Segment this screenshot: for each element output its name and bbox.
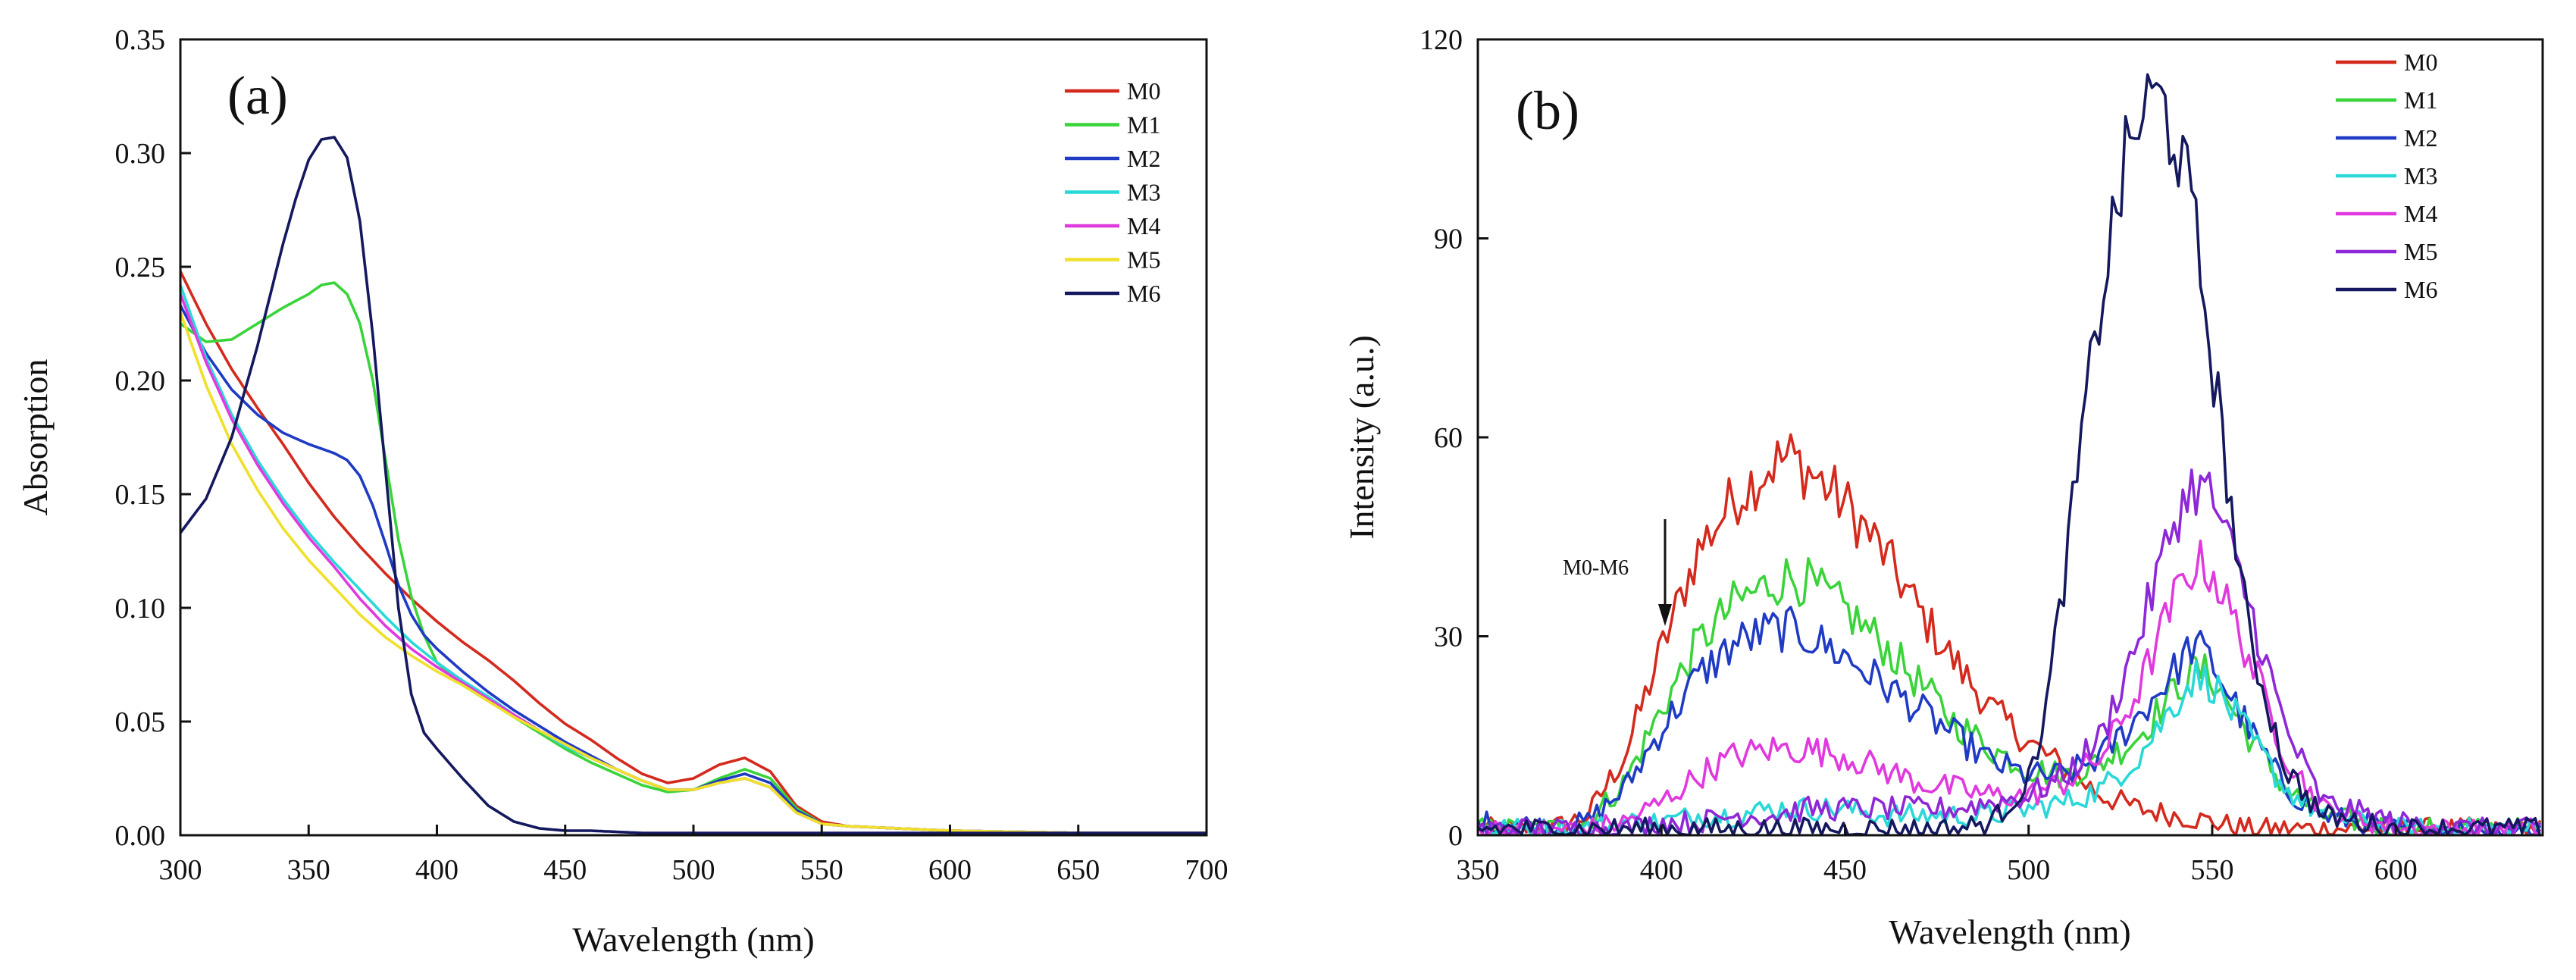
panel-a-legend: M0 M1 M2 M3 M4 M5 M6: [1065, 77, 1160, 307]
panel-a-y-tick-label: 0.30: [115, 138, 166, 170]
panel-b-label: (b): [1516, 80, 1579, 141]
panel-a-legend-label-m0: M0: [1127, 77, 1160, 105]
panel-a-plot-frame: [179, 38, 1208, 837]
panel-b-annotation-m0-m6: M0-M6: [1563, 556, 1629, 580]
panel-b-x-tick-label: 600: [2374, 854, 2418, 886]
panel-b-curves: [1478, 73, 2541, 835]
panel-a-legend-label-m5: M5: [1127, 246, 1160, 274]
panel-b-x-tick-label: 550: [2190, 854, 2233, 886]
panel-b-y-tick-label: 30: [1434, 622, 1463, 653]
panel-b-series-m0: [1478, 433, 2541, 835]
panel-b-legend: M0 M1 M2 M3 M4 M5 M6: [2336, 49, 2437, 303]
panel-a-y-tick-label: 0.00: [115, 820, 166, 852]
panel-a-x-tick-label: 600: [928, 854, 972, 886]
panel-a-series-m5: [180, 311, 1207, 834]
panel-b-x-tick-label: 450: [1823, 854, 1867, 886]
panel-a-legend-label-m1: M1: [1127, 111, 1160, 139]
panel-a-tick-labels: 300 350 400 450 500 550 600 650 700 0.00 0.05 0.10 0…: [115, 24, 1229, 886]
panel-b-legend-label-m0: M0: [2404, 49, 2437, 76]
panel-b-y-tick-label: 0: [1448, 820, 1463, 852]
panel-b-legend-label-m3: M3: [2404, 162, 2437, 189]
panel-b-y-axis-title: Intensity (a.u.): [1342, 335, 1381, 540]
panel-b-x-tick-label: 500: [2007, 854, 2050, 886]
panel-b-y-tick-label: 60: [1434, 422, 1463, 454]
panel-b-x-tick-label: 400: [1640, 854, 1683, 886]
panel-a-legend-label-m6: M6: [1127, 280, 1160, 307]
panel-b-series-m4: [1478, 539, 2541, 835]
panel-b-legend-label-m6: M6: [2404, 276, 2437, 303]
panel-b-series-m6: [1478, 73, 2541, 835]
panel-b-legend-label-m5: M5: [2404, 238, 2437, 265]
panel-a-x-tick-label: 650: [1056, 854, 1100, 886]
panel-a-x-tick-label: 400: [415, 854, 459, 886]
panel-b-series-m1: [1478, 557, 2541, 835]
panel-a-y-axis-title: Absorption: [16, 359, 55, 516]
panel-b-legend-label-m2: M2: [2404, 124, 2437, 152]
panel-a-series-m6: [180, 136, 1207, 834]
panel-a-absorption-chart: 300 350 400 450 500 550 600 650 700 0.00 0.05 0.10 0…: [16, 24, 1229, 959]
panel-a-legend-label-m4: M4: [1127, 212, 1160, 240]
panel-a-ticks: [179, 38, 1208, 837]
panel-a-y-tick-label: 0.15: [115, 479, 166, 511]
panel-a-x-tick-label: 700: [1185, 854, 1229, 886]
panel-b-series-m3: [1478, 660, 2541, 835]
panel-a-series-m1: [180, 281, 1207, 834]
panel-a-x-tick-label: 300: [159, 854, 202, 886]
panel-a-x-tick-label: 450: [543, 854, 587, 886]
panel-a-series-m2: [180, 304, 1207, 834]
panel-b-x-tick-label: 350: [1457, 854, 1500, 886]
panel-a-curves: [180, 136, 1207, 834]
panel-b-annotation-down-arrow: [1658, 519, 1672, 626]
panel-b-y-tick-label: 90: [1434, 224, 1463, 255]
panel-b-legend-label-m1: M1: [2404, 86, 2437, 114]
panel-a-legend-label-m2: M2: [1127, 145, 1160, 172]
panel-a-x-tick-label: 500: [672, 854, 715, 886]
panel-b-x-axis-title: Wavelength (nm): [1889, 913, 2130, 951]
panel-b-tick-labels: 350 400 450 500 550 600 0 30 60 90 120: [1419, 24, 2418, 886]
panel-a-y-tick-label: 0.25: [115, 252, 166, 283]
panel-b-legend-label-m4: M4: [2404, 200, 2437, 227]
panel-a-series-m3: [180, 283, 1207, 834]
panel-a-y-tick-label: 0.35: [115, 24, 166, 56]
panel-a-x-axis-title: Wavelength (nm): [572, 920, 814, 959]
panel-b-series-m5: [1478, 468, 2541, 835]
panel-a-legend-label-m3: M3: [1127, 179, 1160, 206]
panel-a-label: (a): [227, 65, 288, 126]
panel-a-y-tick-label: 0.05: [115, 706, 166, 738]
panel-a-x-tick-label: 350: [287, 854, 330, 886]
panel-a-y-tick-label: 0.10: [115, 593, 166, 625]
panel-b-intensity-chart: 350 400 450 500 550 600 0 30 60 90 120 Wavelength …: [1342, 24, 2544, 951]
panel-a-series-m0: [180, 270, 1207, 834]
panel-b-ticks: [1476, 38, 2397, 837]
panel-b-y-tick-label: 120: [1419, 24, 1463, 56]
panel-a-x-tick-label: 550: [800, 854, 844, 886]
panel-a-y-tick-label: 0.20: [115, 365, 166, 397]
